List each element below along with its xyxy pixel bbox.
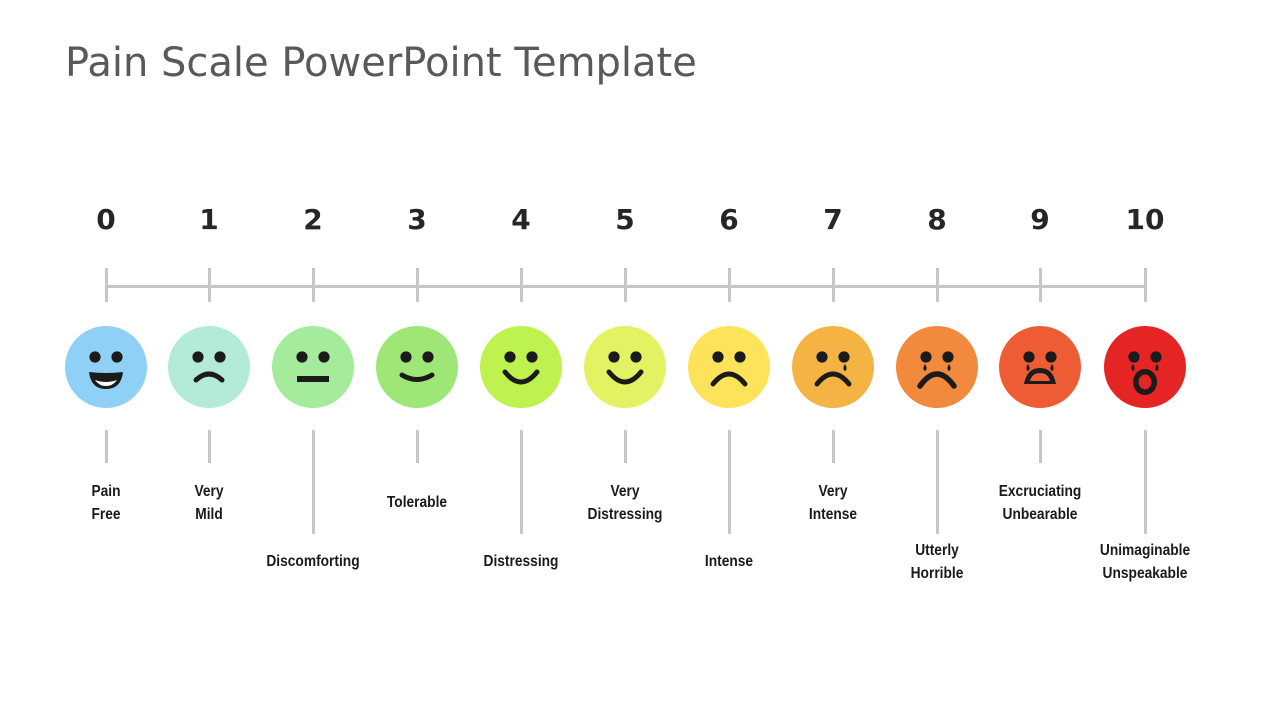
axis-tick bbox=[207, 268, 211, 302]
scale-number-1: 1 bbox=[199, 203, 219, 236]
smile-icon bbox=[584, 326, 666, 408]
label-line-1: Utterly bbox=[915, 542, 959, 559]
axis-tick bbox=[311, 268, 315, 302]
label-leader-line bbox=[311, 430, 315, 534]
smile-icon bbox=[480, 326, 562, 408]
pain-level-label: Very Mild bbox=[140, 480, 278, 526]
pain-level-label: Unimaginable Unspeakable bbox=[1076, 539, 1214, 585]
frown-icon bbox=[688, 326, 770, 408]
label-line-1: Very bbox=[818, 483, 848, 500]
label-leader-line bbox=[519, 430, 523, 534]
slight-smile-icon bbox=[376, 326, 458, 408]
scale-number-9: 9 bbox=[1030, 203, 1050, 236]
grimace-crying-icon bbox=[999, 326, 1081, 408]
label-line-1: Pain bbox=[91, 483, 121, 500]
pain-level-label: Pain Free bbox=[37, 480, 175, 526]
tear-frown-icon bbox=[792, 326, 874, 408]
axis-tick bbox=[727, 268, 731, 302]
scale-number-6: 6 bbox=[719, 203, 739, 236]
label-line-1: Distressing bbox=[483, 553, 559, 570]
scale-number-10: 10 bbox=[1125, 203, 1165, 236]
pain-level-label: Distressing bbox=[452, 550, 590, 573]
label-leader-line bbox=[415, 430, 419, 463]
label-line-2: Unbearable bbox=[1002, 506, 1078, 523]
label-leader-line bbox=[727, 430, 731, 534]
pain-level-label: Excruciating Unbearable bbox=[971, 480, 1109, 526]
label-line-2: Free bbox=[91, 506, 121, 523]
scale-number-7: 7 bbox=[823, 203, 843, 236]
label-leader-line bbox=[104, 430, 108, 463]
label-line-1: Very bbox=[194, 483, 224, 500]
pain-level-label: Intense bbox=[660, 550, 798, 573]
axis-tick bbox=[623, 268, 627, 302]
pain-level-label: Utterly Horrible bbox=[868, 539, 1006, 585]
crying-frown-icon bbox=[896, 326, 978, 408]
screaming-face-icon bbox=[1104, 326, 1186, 408]
pain-level-label: Very Intense bbox=[764, 480, 902, 526]
label-line-1: Intense bbox=[704, 553, 754, 570]
label-leader-line bbox=[207, 430, 211, 463]
label-leader-line bbox=[623, 430, 627, 463]
label-leader-line bbox=[1038, 430, 1042, 463]
label-line-2: Distressing bbox=[587, 506, 663, 523]
axis-tick bbox=[104, 268, 108, 302]
pain-level-label: Discomforting bbox=[244, 550, 382, 573]
label-line-1: Excruciating bbox=[998, 483, 1082, 500]
axis-tick bbox=[935, 268, 939, 302]
label-line-2: Mild bbox=[195, 506, 223, 523]
axis-tick bbox=[415, 268, 419, 302]
scale-number-3: 3 bbox=[407, 203, 427, 236]
axis-tick bbox=[1143, 268, 1147, 302]
label-line-1: Discomforting bbox=[266, 553, 360, 570]
label-line-1: Very bbox=[610, 483, 640, 500]
label-leader-line bbox=[831, 430, 835, 463]
axis-tick bbox=[519, 268, 523, 302]
scale-number-0: 0 bbox=[96, 203, 116, 236]
label-line-2: Horrible bbox=[910, 565, 964, 582]
label-line-2: Unspeakable bbox=[1102, 565, 1188, 582]
slight-frown-icon bbox=[168, 326, 250, 408]
big-smile-icon bbox=[65, 326, 147, 408]
label-line-1: Unimaginable bbox=[1099, 542, 1191, 559]
label-line-2: Intense bbox=[808, 506, 858, 523]
neutral-face-icon bbox=[272, 326, 354, 408]
pain-level-label: Very Distressing bbox=[556, 480, 694, 526]
slide-title: Pain Scale PowerPoint Template bbox=[65, 40, 697, 86]
scale-number-4: 4 bbox=[511, 203, 531, 236]
label-leader-line bbox=[935, 430, 939, 534]
label-line-1: Tolerable bbox=[386, 494, 448, 511]
scale-number-8: 8 bbox=[927, 203, 947, 236]
axis-tick bbox=[831, 268, 835, 302]
label-leader-line bbox=[1143, 430, 1147, 534]
scale-number-2: 2 bbox=[303, 203, 323, 236]
pain-level-label: Tolerable bbox=[348, 491, 486, 514]
axis-tick bbox=[1038, 268, 1042, 302]
scale-number-5: 5 bbox=[615, 203, 635, 236]
